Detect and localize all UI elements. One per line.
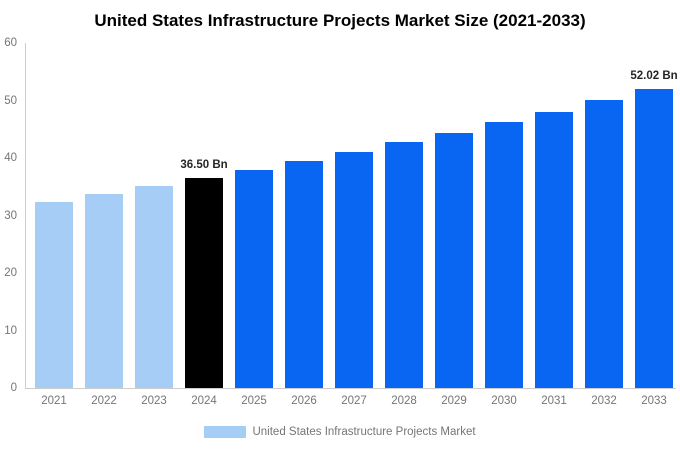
x-axis-label-2029: 2029 bbox=[441, 395, 467, 407]
bar-2022 bbox=[85, 194, 123, 388]
x-axis-label-2024: 2024 bbox=[191, 395, 217, 407]
legend-label: United States Infrastructure Projects Ma… bbox=[252, 426, 476, 438]
plot-area: 2021 2022 2023 36.50 Bn 2024 2025 2026 2027 2028… bbox=[25, 43, 678, 407]
y-axis-label-30: 30 bbox=[4, 209, 17, 222]
bar-2032 bbox=[585, 100, 623, 388]
legend: United States Infrastructure Projects Ma… bbox=[0, 426, 680, 438]
x-axis-label-2033: 2033 bbox=[641, 395, 667, 407]
x-axis-label-2021: 2021 bbox=[41, 395, 67, 407]
y-axis: 0 10 20 30 40 50 60 bbox=[0, 37, 17, 394]
bar-2024 bbox=[185, 178, 223, 388]
bar-value-label-2033: 52.02 Bn bbox=[630, 69, 678, 82]
bar-2033 bbox=[635, 88, 673, 388]
bar-value-label-2024: 36.50 Bn bbox=[180, 159, 228, 172]
y-axis-label-20: 20 bbox=[4, 267, 17, 279]
bar-2027 bbox=[335, 151, 373, 388]
bar-2023 bbox=[135, 186, 173, 388]
bar-2025 bbox=[235, 169, 273, 388]
y-axis-label-10: 10 bbox=[4, 324, 17, 337]
x-axis-label-2022: 2022 bbox=[91, 395, 117, 407]
x-axis-label-2028: 2028 bbox=[391, 395, 417, 407]
x-axis-label-2032: 2032 bbox=[591, 395, 617, 407]
bar-2026 bbox=[285, 160, 323, 388]
bar-2030 bbox=[485, 122, 523, 388]
x-axis-label-2027: 2027 bbox=[341, 395, 367, 407]
x-axis-label-2026: 2026 bbox=[291, 395, 317, 407]
y-axis-label-50: 50 bbox=[4, 94, 17, 107]
chart-title: United States Infrastructure Projects Ma… bbox=[94, 11, 586, 30]
bar-2031 bbox=[535, 111, 573, 388]
bar-2021 bbox=[35, 201, 73, 388]
y-axis-label-40: 40 bbox=[4, 152, 17, 164]
legend-swatch bbox=[204, 426, 247, 438]
x-axis-label-2025: 2025 bbox=[241, 395, 267, 407]
x-axis-label-2031: 2031 bbox=[541, 395, 567, 407]
y-axis-label-60: 60 bbox=[4, 37, 17, 49]
bar-2028 bbox=[385, 142, 423, 388]
bar-2029 bbox=[435, 132, 473, 388]
y-axis-label-0: 0 bbox=[10, 382, 17, 394]
x-axis-label-2030: 2030 bbox=[491, 395, 517, 407]
x-axis-label-2023: 2023 bbox=[141, 395, 167, 407]
